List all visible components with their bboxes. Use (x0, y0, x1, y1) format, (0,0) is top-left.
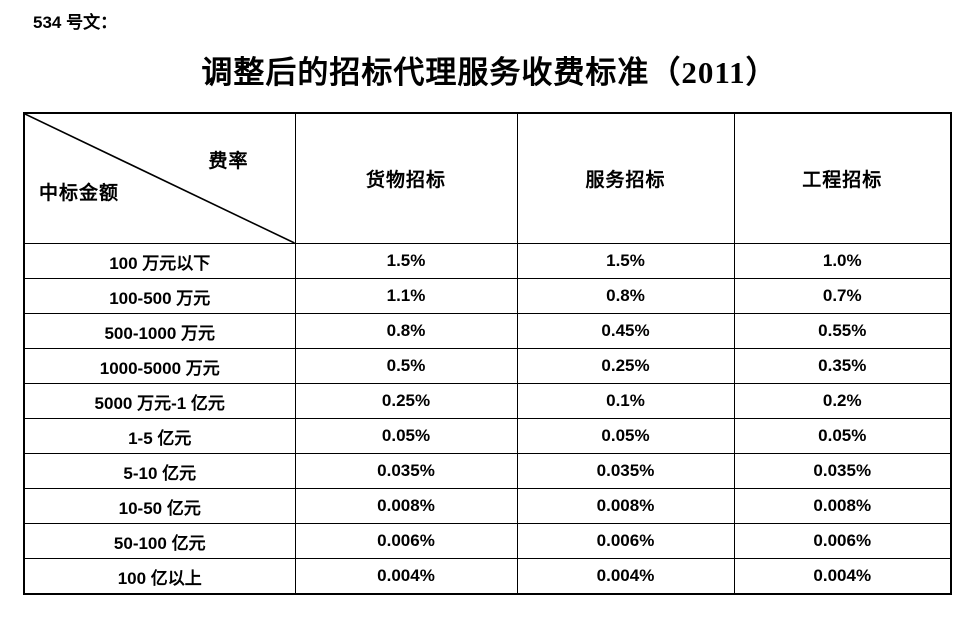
column-header-engineering: 工程招标 (733, 112, 952, 244)
table-row: 1000-5000 万元 0.5% 0.25% 0.35% (23, 348, 952, 384)
fee-rate-cell: 0.55% (733, 313, 952, 349)
fee-rate-cell: 0.25% (516, 348, 735, 384)
row-label-amount-range: 100-500 万元 (23, 278, 296, 314)
fee-rate-cell: 0.45% (516, 313, 735, 349)
corner-header-cell: 费率 中标金额 (23, 112, 296, 244)
fee-rate-cell: 1.1% (294, 278, 518, 314)
fee-rate-cell: 0.035% (516, 453, 735, 489)
row-label-amount-range: 50-100 亿元 (23, 523, 296, 559)
corner-label-rate: 费率 (208, 151, 249, 172)
fee-rate-cell: 0.8% (294, 313, 518, 349)
fee-rate-cell: 0.2% (733, 383, 952, 419)
fee-rate-cell: 0.1% (516, 383, 735, 419)
row-label-amount-range: 1000-5000 万元 (23, 348, 296, 384)
fee-rate-cell: 0.004% (294, 558, 518, 595)
fee-rate-cell: 0.008% (294, 488, 518, 524)
fee-rate-cell: 0.5% (294, 348, 518, 384)
row-label-amount-range: 1-5 亿元 (23, 418, 296, 454)
column-header-goods: 货物招标 (294, 112, 518, 244)
row-label-amount-range: 500-1000 万元 (23, 313, 296, 349)
table-row: 50-100 亿元 0.006% 0.006% 0.006% (23, 523, 952, 559)
header-row: 费率 中标金额 货物招标 服务招标 工程招标 (23, 112, 952, 244)
column-header-services: 服务招标 (516, 112, 735, 244)
fee-rate-cell: 0.006% (516, 523, 735, 559)
fee-rate-cell: 0.035% (294, 453, 518, 489)
table-row: 5-10 亿元 0.035% 0.035% 0.035% (23, 453, 952, 489)
row-label-amount-range: 5-10 亿元 (23, 453, 296, 489)
fee-rate-cell: 0.05% (294, 418, 518, 454)
fee-rate-cell: 1.0% (733, 243, 952, 279)
fee-rate-cell: 0.004% (516, 558, 735, 595)
row-label-amount-range: 5000 万元-1 亿元 (23, 383, 296, 419)
doc-number-label: 534 号文： (33, 13, 118, 32)
row-label-amount-range: 10-50 亿元 (23, 488, 296, 524)
table-row: 100-500 万元 1.1% 0.8% 0.7% (23, 278, 952, 314)
diagonal-divider-line (25, 114, 295, 243)
fee-rate-cell: 1.5% (294, 243, 518, 279)
page-title: 调整后的招标代理服务收费标准（2011） (201, 55, 778, 90)
table-row: 10-50 亿元 0.008% 0.008% 0.008% (23, 488, 952, 524)
fee-rate-cell: 1.5% (516, 243, 735, 279)
row-label-amount-range: 100 万元以下 (23, 243, 296, 279)
row-label-amount-range: 100 亿以上 (23, 558, 296, 595)
fee-rate-cell: 0.006% (294, 523, 518, 559)
table-row: 100 万元以下 1.5% 1.5% 1.0% (23, 243, 952, 279)
fee-rate-cell: 0.035% (733, 453, 952, 489)
table-row: 500-1000 万元 0.8% 0.45% 0.55% (23, 313, 952, 349)
fee-rate-cell: 0.008% (733, 488, 952, 524)
fee-table-body: 100 万元以下 1.5% 1.5% 1.0% 100-500 万元 1.1% 0.8% 0.… (23, 243, 952, 595)
fee-rate-cell: 0.008% (516, 488, 735, 524)
fee-rate-cell: 0.8% (516, 278, 735, 314)
fee-rate-cell: 0.7% (733, 278, 952, 314)
fee-rate-cell: 0.25% (294, 383, 518, 419)
corner-label-amount: 中标金额 (39, 183, 120, 204)
fee-rate-cell: 0.004% (733, 558, 952, 595)
fee-rate-cell: 0.006% (733, 523, 952, 559)
table-row: 1-5 亿元 0.05% 0.05% 0.05% (23, 418, 952, 454)
table-row: 5000 万元-1 亿元 0.25% 0.1% 0.2% (23, 383, 952, 419)
fee-rate-cell: 0.35% (733, 348, 952, 384)
fee-rate-cell: 0.05% (733, 418, 952, 454)
fee-table: 费率 中标金额 货物招标 服务招标 工程招标 100 万元以下 1.5% 1.5% 1… (23, 112, 952, 595)
fee-rate-cell: 0.05% (516, 418, 735, 454)
table-row: 100 亿以上 0.004% 0.004% 0.004% (23, 558, 952, 595)
